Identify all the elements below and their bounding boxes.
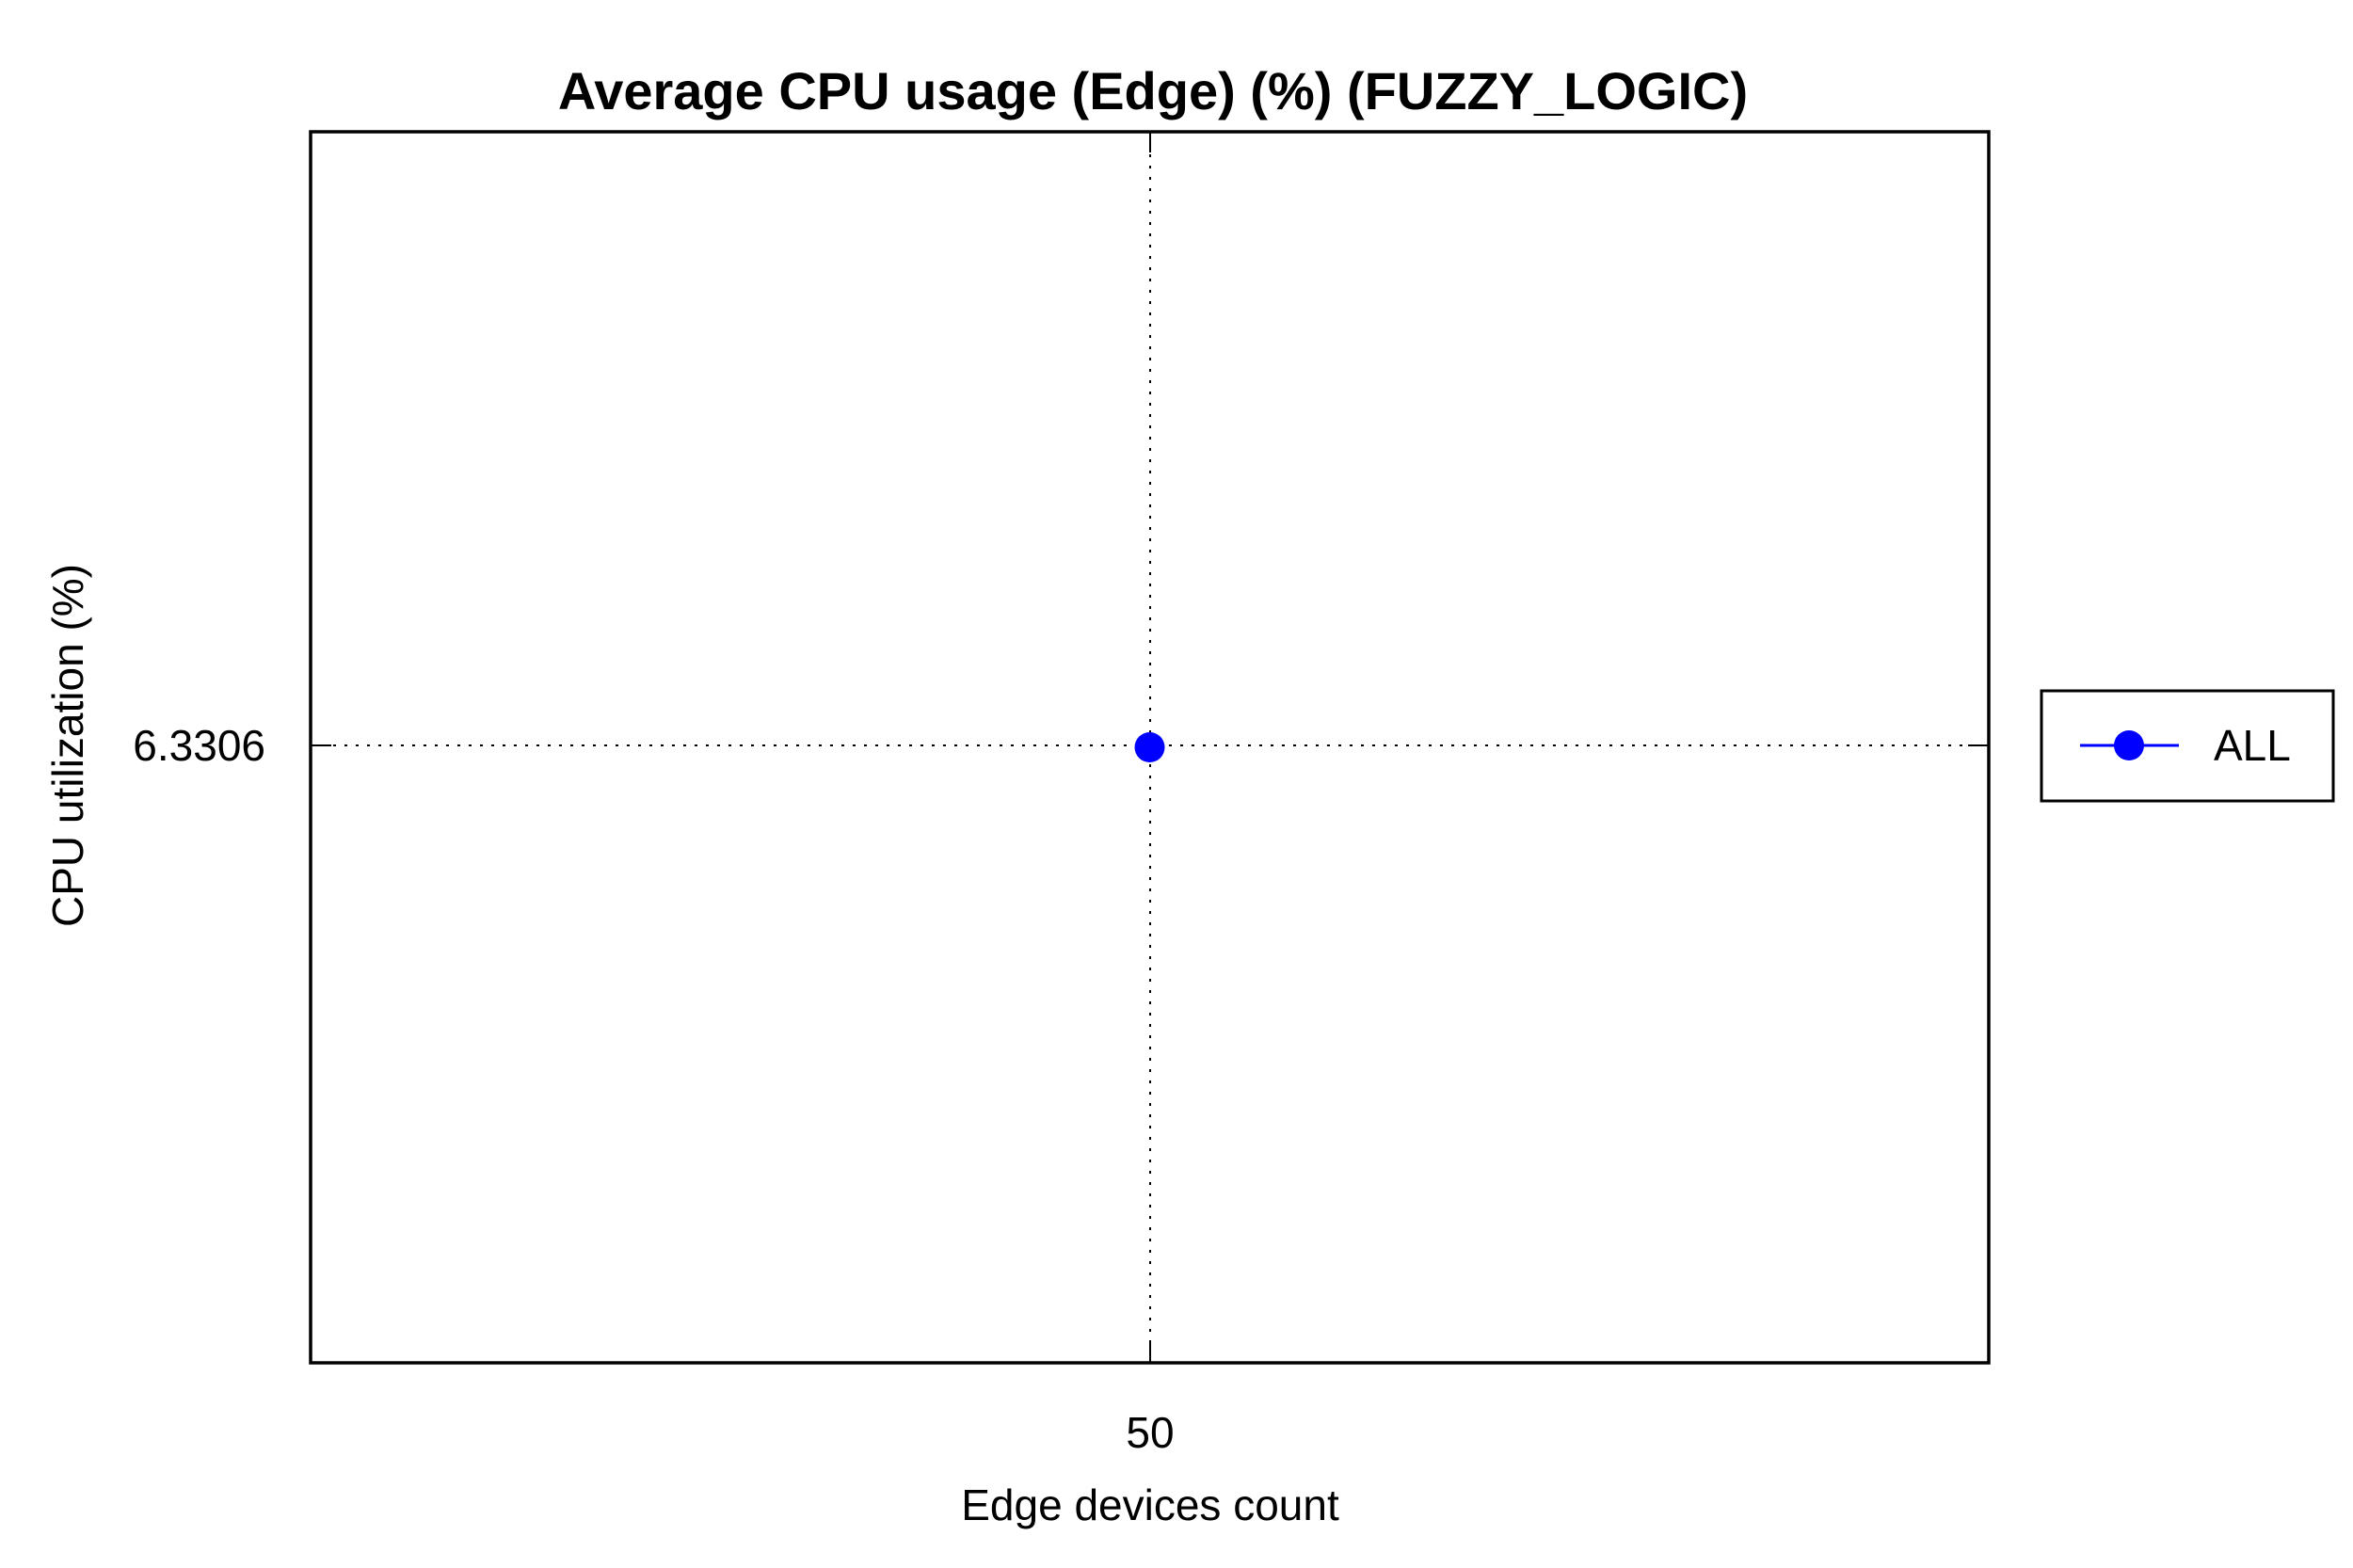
legend-label-all: ALL <box>2214 721 2291 770</box>
chart-title: Average CPU usage (Edge) (%) (FUZZY_LOGI… <box>558 61 1748 120</box>
x-tick-label: 50 <box>1126 1408 1174 1457</box>
y-tick-label: 6.3306 <box>133 721 265 770</box>
y-axis-label: CPU utilization (%) <box>43 564 92 927</box>
legend-marker-all <box>2114 730 2144 760</box>
series-layer <box>1134 732 1165 762</box>
data-point <box>1134 732 1165 762</box>
legend: ALL <box>2040 689 2335 803</box>
x-axis-label: Edge devices count <box>961 1480 1339 1529</box>
